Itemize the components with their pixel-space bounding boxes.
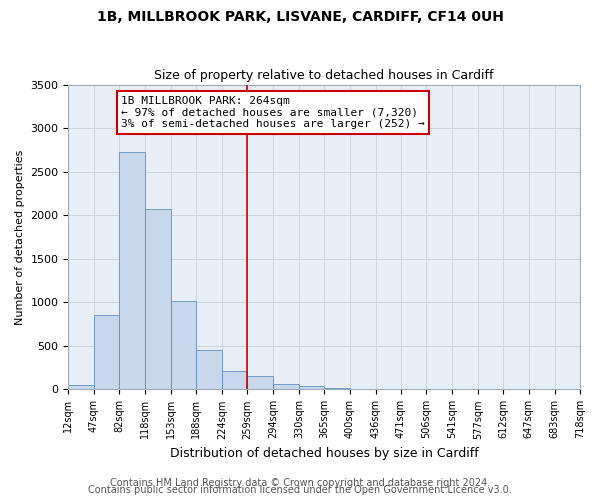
Y-axis label: Number of detached properties: Number of detached properties bbox=[15, 150, 25, 324]
Text: Contains public sector information licensed under the Open Government Licence v3: Contains public sector information licen… bbox=[88, 485, 512, 495]
Bar bbox=[94, 316, 119, 390]
Text: Contains HM Land Registry data © Crown copyright and database right 2024.: Contains HM Land Registry data © Crown c… bbox=[110, 478, 490, 488]
Bar bbox=[68, 385, 94, 390]
Bar bbox=[273, 384, 299, 390]
Bar bbox=[170, 302, 196, 390]
Bar bbox=[196, 350, 222, 390]
Title: Size of property relative to detached houses in Cardiff: Size of property relative to detached ho… bbox=[154, 69, 494, 82]
Bar bbox=[145, 208, 170, 390]
Bar bbox=[324, 388, 350, 390]
Text: 1B MILLBROOK PARK: 264sqm
← 97% of detached houses are smaller (7,320)
3% of sem: 1B MILLBROOK PARK: 264sqm ← 97% of detac… bbox=[121, 96, 425, 129]
Text: 1B, MILLBROOK PARK, LISVANE, CARDIFF, CF14 0UH: 1B, MILLBROOK PARK, LISVANE, CARDIFF, CF… bbox=[97, 10, 503, 24]
Bar bbox=[299, 386, 324, 390]
Bar bbox=[119, 152, 145, 390]
Bar bbox=[222, 371, 247, 390]
X-axis label: Distribution of detached houses by size in Cardiff: Distribution of detached houses by size … bbox=[170, 447, 479, 460]
Bar bbox=[247, 376, 273, 390]
